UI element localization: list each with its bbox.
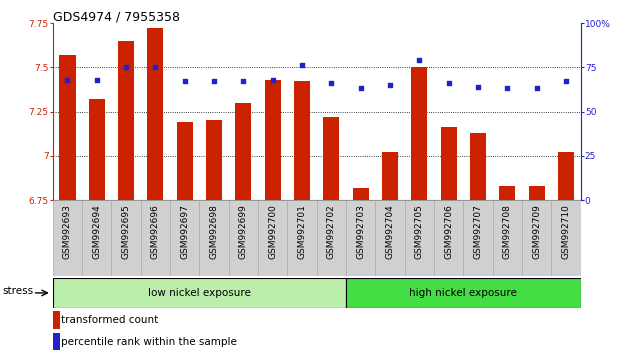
Text: high nickel exposure: high nickel exposure <box>409 288 517 298</box>
Point <box>63 77 73 82</box>
Bar <box>528 186 545 200</box>
Bar <box>324 117 340 200</box>
Point <box>297 63 307 68</box>
Text: GSM992698: GSM992698 <box>209 204 219 259</box>
Text: percentile rank within the sample: percentile rank within the sample <box>61 337 237 347</box>
Text: low nickel exposure: low nickel exposure <box>148 288 251 298</box>
Bar <box>111 200 141 276</box>
Text: transformed count: transformed count <box>61 315 158 325</box>
Text: GSM992702: GSM992702 <box>327 204 336 258</box>
Point <box>561 79 571 84</box>
Bar <box>551 200 581 276</box>
Bar <box>346 278 581 308</box>
Point <box>532 86 542 91</box>
Bar <box>353 188 369 200</box>
Bar <box>411 67 427 200</box>
Bar <box>294 81 310 200</box>
Point <box>180 79 190 84</box>
Text: GSM992705: GSM992705 <box>415 204 424 259</box>
Point <box>209 79 219 84</box>
Bar <box>53 333 60 350</box>
Text: GSM992708: GSM992708 <box>503 204 512 259</box>
Bar <box>463 200 492 276</box>
Point <box>473 84 483 90</box>
Bar <box>141 200 170 276</box>
Bar <box>82 200 111 276</box>
Bar <box>147 28 163 200</box>
Text: GSM992707: GSM992707 <box>473 204 483 259</box>
Text: GSM992695: GSM992695 <box>122 204 130 259</box>
Bar <box>522 200 551 276</box>
Point <box>92 77 102 82</box>
Bar <box>441 127 456 200</box>
Text: GSM992693: GSM992693 <box>63 204 72 259</box>
Text: GSM992694: GSM992694 <box>93 204 101 258</box>
Bar <box>288 200 317 276</box>
Bar <box>382 152 398 200</box>
Text: GSM992709: GSM992709 <box>532 204 541 259</box>
Bar <box>53 311 60 329</box>
Bar <box>235 103 252 200</box>
Text: GSM992700: GSM992700 <box>268 204 277 259</box>
Point <box>443 80 453 86</box>
Bar <box>206 120 222 200</box>
Bar <box>434 200 463 276</box>
Text: GSM992710: GSM992710 <box>561 204 571 259</box>
Point <box>356 86 366 91</box>
Bar <box>53 278 346 308</box>
Point <box>414 57 424 63</box>
Bar <box>53 200 82 276</box>
Text: GSM992697: GSM992697 <box>180 204 189 259</box>
Text: stress: stress <box>2 286 34 296</box>
Bar <box>177 122 193 200</box>
Bar <box>60 55 76 200</box>
Point <box>150 64 160 70</box>
Text: GSM992703: GSM992703 <box>356 204 365 259</box>
Bar <box>499 186 515 200</box>
Bar <box>346 200 375 276</box>
Text: GSM992701: GSM992701 <box>297 204 307 259</box>
Bar <box>89 99 105 200</box>
Point <box>327 80 337 86</box>
Bar <box>265 80 281 200</box>
Text: GSM992699: GSM992699 <box>239 204 248 259</box>
Text: GSM992704: GSM992704 <box>386 204 394 258</box>
Text: GSM992706: GSM992706 <box>444 204 453 259</box>
Point <box>502 86 512 91</box>
Point <box>238 79 248 84</box>
Text: GSM992696: GSM992696 <box>151 204 160 259</box>
Bar <box>470 133 486 200</box>
Bar <box>317 200 346 276</box>
Bar <box>118 41 134 200</box>
Bar <box>258 200 288 276</box>
Bar <box>199 200 229 276</box>
Bar <box>492 200 522 276</box>
Text: GDS4974 / 7955358: GDS4974 / 7955358 <box>53 11 180 24</box>
Bar <box>558 152 574 200</box>
Point <box>385 82 395 88</box>
Bar <box>405 200 434 276</box>
Point <box>268 77 278 82</box>
Bar <box>375 200 405 276</box>
Bar <box>229 200 258 276</box>
Bar <box>170 200 199 276</box>
Point <box>121 64 131 70</box>
